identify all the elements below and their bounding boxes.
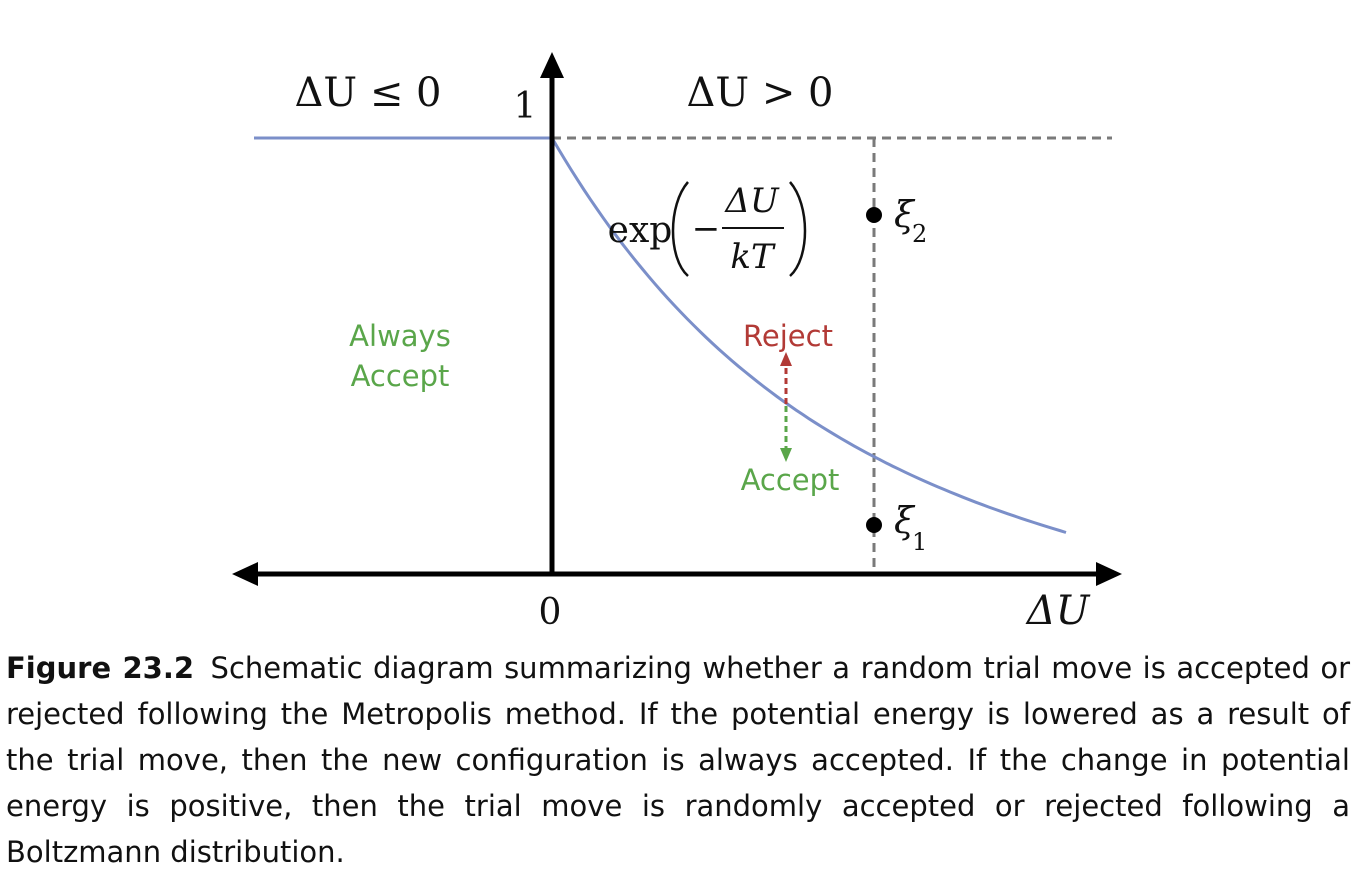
x-axis-label: ΔU bbox=[1025, 588, 1091, 634]
xi1-subscript: 1 bbox=[912, 528, 927, 556]
xi1-point bbox=[866, 517, 882, 533]
x-axis-left-arrowhead bbox=[232, 562, 258, 586]
xi2-subscript: 2 bbox=[912, 220, 927, 248]
exp-formula: exp − ΔU kT bbox=[608, 181, 807, 277]
exp-right-paren bbox=[789, 181, 807, 277]
accept-arrowhead bbox=[780, 448, 792, 462]
accept-label: Accept bbox=[741, 463, 840, 497]
metropolis-diagram: ΔU ≤ 0 ΔU > 0 1 0 ΔU exp − ΔU kT Always … bbox=[232, 52, 1122, 634]
y-axis-arrowhead bbox=[540, 52, 564, 78]
always-accept-label-line2: Accept bbox=[351, 359, 450, 393]
boltzmann-exponential-curve bbox=[550, 137, 1067, 534]
figure-number: Figure 23.2 bbox=[6, 651, 195, 685]
region-label-nonpositive: ΔU ≤ 0 bbox=[295, 70, 442, 116]
reject-arrowhead bbox=[780, 352, 792, 366]
xi1-symbol: ξ bbox=[894, 501, 916, 542]
caption-text: Schematic diagram summarizing whether a … bbox=[6, 651, 1351, 869]
x-tick-zero: 0 bbox=[539, 592, 562, 633]
y-tick-one: 1 bbox=[514, 86, 537, 127]
reject-label: Reject bbox=[743, 319, 833, 353]
exp-prefix: exp bbox=[608, 210, 673, 251]
xi2-symbol: ξ bbox=[894, 195, 916, 236]
exp-numerator: ΔU bbox=[723, 181, 780, 221]
xi2-point bbox=[866, 207, 882, 223]
x-axis-right-arrowhead bbox=[1096, 562, 1122, 586]
region-label-positive: ΔU > 0 bbox=[687, 70, 834, 116]
exp-left-paren bbox=[671, 181, 689, 277]
exp-minus: − bbox=[692, 209, 721, 249]
figure-caption: Figure 23.2 Schematic diagram summarizin… bbox=[6, 645, 1350, 875]
exp-denominator: kT bbox=[730, 237, 776, 277]
always-accept-label-line1: Always bbox=[349, 319, 451, 353]
